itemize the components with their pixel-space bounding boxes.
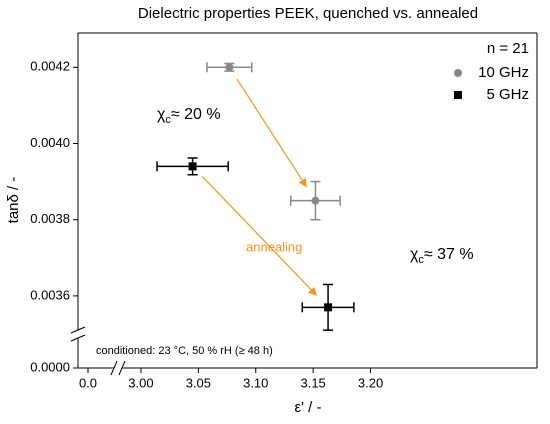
x-tick-label: 3.20 [358,375,383,390]
annotation-text: ≈ 37 % [424,246,474,263]
x-tick-label: 0.0 [79,375,97,390]
x-break-mark [118,360,126,376]
legend-label: 10 GHz [478,64,529,81]
legend-title: n = 21 [487,40,529,57]
legend-marker [454,91,462,99]
chi-annotation: χc≈ 20 % [157,106,221,126]
arrow [236,78,307,188]
legend-label: 5 GHz [486,86,529,103]
y-tick-label: 0.0036 [30,287,70,302]
x-tick-label: 3.05 [186,375,211,390]
subscript: c [418,254,424,266]
symbol: χ [410,246,419,263]
x-break-mark [110,360,118,376]
legend-marker [454,69,462,77]
chart-title: Dielectric properties PEEK, quenched vs.… [138,5,478,22]
point [225,63,234,72]
point [188,162,197,171]
annotation-text: ≈ 20 % [171,106,221,123]
x-tick-label: 3.00 [128,375,153,390]
y-tick-label: 0.0042 [30,59,70,74]
point [324,303,333,312]
y-tick-label: 0.0000 [30,359,70,374]
y-tick-label: 0.0038 [30,211,70,226]
arrow [201,176,318,296]
annealing-label: annealing [246,239,302,254]
condition-note: conditioned: 23 °C, 50 % rH (≥ 48 h) [96,345,273,357]
y-break-mark [70,334,86,342]
x-tick-label: 3.10 [243,375,268,390]
y-tick-label: 0.0040 [30,135,70,150]
chi-annotation: χc≈ 37 % [410,246,474,266]
y-axis-label: tanδ / - [5,177,22,224]
y-break-mark [70,326,86,334]
symbol: χ [157,106,166,123]
point [311,196,320,205]
subscript: c [165,114,171,126]
x-axis-label: ε' / - [294,399,321,416]
x-tick-label: 3.15 [300,375,325,390]
